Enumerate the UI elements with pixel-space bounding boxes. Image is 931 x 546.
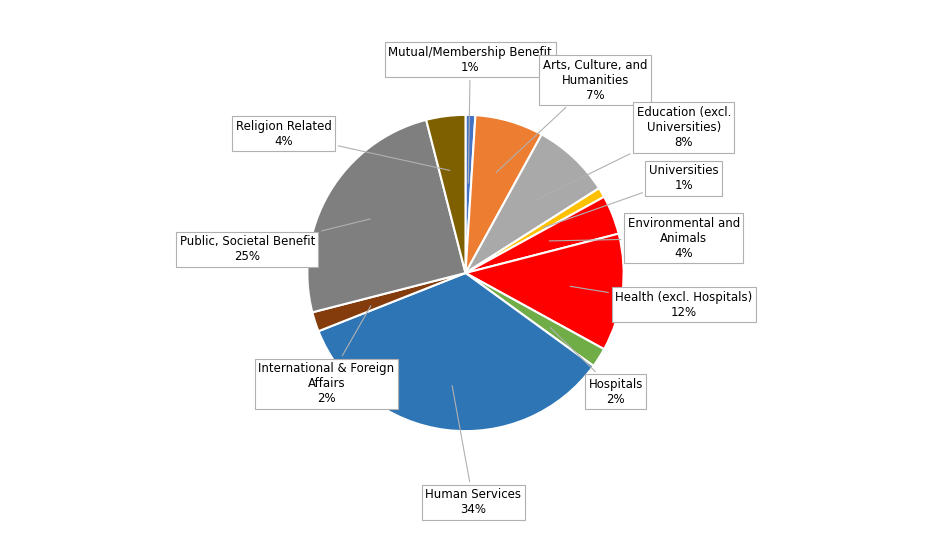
Wedge shape [426,115,466,273]
Wedge shape [466,188,604,273]
Text: Education (excl.
Universities)
8%: Education (excl. Universities) 8% [535,106,731,200]
Text: Hospitals
2%: Hospitals 2% [550,328,643,406]
Text: Health (excl. Hospitals)
12%: Health (excl. Hospitals) 12% [570,286,752,319]
Text: International & Foreign
Affairs
2%: International & Foreign Affairs 2% [258,306,395,405]
Wedge shape [312,273,466,331]
Wedge shape [466,234,624,349]
Text: Environmental and
Animals
4%: Environmental and Animals 4% [549,217,740,260]
Wedge shape [318,273,593,431]
Text: Arts, Culture, and
Humanities
7%: Arts, Culture, and Humanities 7% [496,58,647,173]
Wedge shape [307,120,466,312]
Wedge shape [466,197,619,273]
Text: Religion Related
4%: Religion Related 4% [236,120,450,170]
Text: Universities
1%: Universities 1% [543,164,719,228]
Wedge shape [466,273,604,366]
Wedge shape [466,134,599,273]
Wedge shape [466,115,476,273]
Text: Public, Societal Benefit
25%: Public, Societal Benefit 25% [180,219,371,263]
Text: Human Services
34%: Human Services 34% [425,385,521,517]
Wedge shape [466,115,542,273]
Text: Mutual/Membership Benefit
1%: Mutual/Membership Benefit 1% [388,45,552,183]
